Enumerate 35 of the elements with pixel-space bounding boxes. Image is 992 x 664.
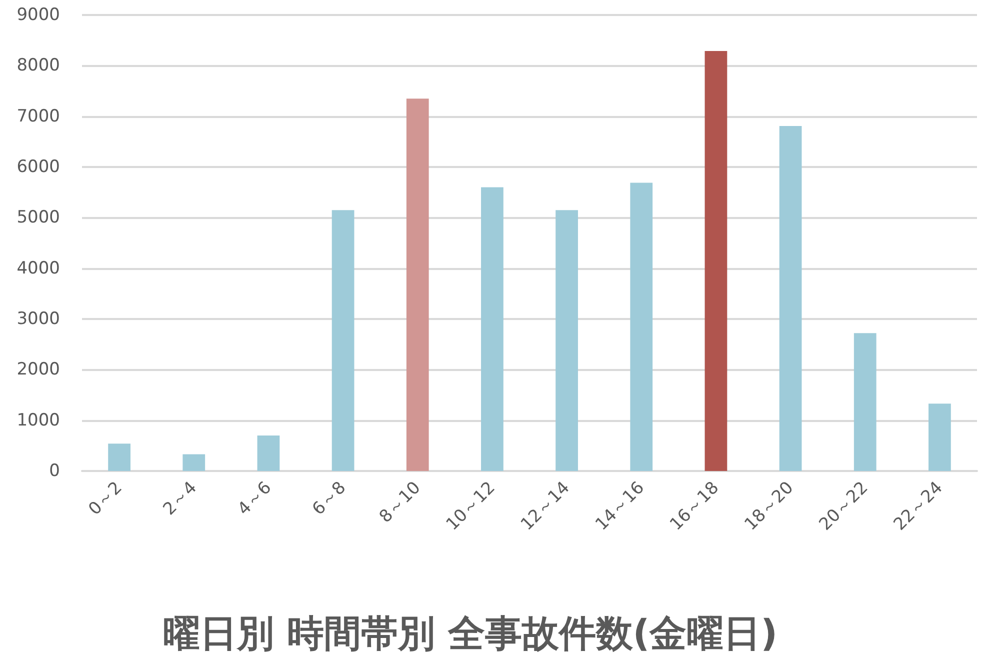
x-tick-label: 0～2	[84, 478, 126, 520]
y-tick-label: 4000	[16, 258, 60, 278]
x-tick-label: 2～4	[159, 478, 201, 520]
x-tick-label: 20～22	[815, 478, 872, 535]
y-tick-label: 6000	[16, 157, 60, 177]
x-tick-label: 18～20	[740, 478, 798, 535]
bar	[704, 50, 728, 471]
y-tick-label: 2000	[16, 360, 60, 380]
x-tick-label: 10～12	[442, 478, 500, 535]
bar	[406, 98, 429, 471]
bar	[854, 333, 876, 471]
y-tick-label: 8000	[16, 56, 60, 76]
y-tick-label: 7000	[16, 106, 60, 126]
y-tick-label: 9000	[16, 5, 60, 25]
x-tick-label: 8～10	[376, 478, 425, 528]
x-tick-label: 16～18	[666, 478, 724, 535]
text: 曜日別 時間帯別 全事故件数(金曜日)	[163, 612, 778, 655]
bar	[332, 210, 354, 471]
bar	[182, 454, 206, 471]
bar	[481, 187, 504, 471]
x-tick-label: 12～14	[517, 478, 574, 535]
y-tick-label: 5000	[16, 208, 60, 228]
bar	[779, 126, 802, 471]
bar	[108, 444, 130, 471]
x-tick-label: 22～24	[890, 478, 947, 535]
bar	[556, 210, 578, 471]
y-tick-label: 3000	[16, 309, 60, 329]
bar	[928, 404, 951, 471]
y-tick-label: 1000	[16, 410, 60, 430]
bar	[257, 436, 280, 471]
x-tick-label: 14～16	[592, 478, 648, 535]
bar	[630, 182, 653, 471]
x-tick-label: 6～8	[308, 478, 350, 520]
x-tick-label: 4～6	[234, 478, 276, 520]
y-tick-label: 0	[49, 461, 60, 481]
